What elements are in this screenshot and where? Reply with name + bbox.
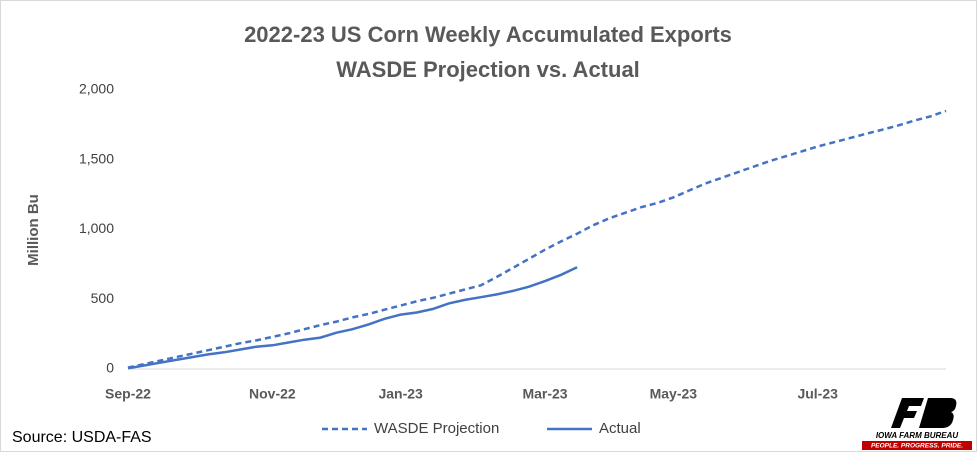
x-tick-label: May-23: [650, 386, 698, 402]
x-tick-label: Jan-23: [378, 386, 423, 402]
y-tick-label: 0: [106, 360, 114, 376]
logo-f: [891, 398, 924, 428]
logo: IOWA FARM BUREAU PEOPLE. PROGRESS. PRIDE…: [862, 398, 972, 450]
logo-b: [919, 398, 957, 428]
y-tick-label: 1,000: [79, 220, 114, 236]
x-tick-label: Jul-23: [797, 386, 838, 402]
source: Source: USDA-FAS: [12, 429, 152, 446]
y-tick-label: 2,000: [79, 81, 114, 97]
logo-name: IOWA FARM BUREAU: [876, 431, 959, 440]
legend-label: WASDE Projection: [374, 420, 499, 437]
x-tick-label: Mar-23: [522, 386, 567, 402]
series-line: [127, 266, 578, 370]
chart-subtitle: WASDE Projection vs. Actual: [336, 57, 640, 82]
legend-label: Actual: [599, 420, 641, 437]
logo-tagline: PEOPLE. PROGRESS. PRIDE.: [871, 443, 963, 450]
y-tick-label: 1,500: [79, 150, 114, 166]
y-axis-label: Million Bu: [25, 194, 42, 266]
x-tick-label: Nov-22: [249, 386, 296, 402]
y-tick-label: 500: [91, 290, 115, 306]
logo-band: [862, 441, 972, 450]
chart-title: 2022-23 US Corn Weekly Accumulated Expor…: [244, 22, 732, 47]
x-tick-label: Sep-22: [105, 386, 151, 402]
